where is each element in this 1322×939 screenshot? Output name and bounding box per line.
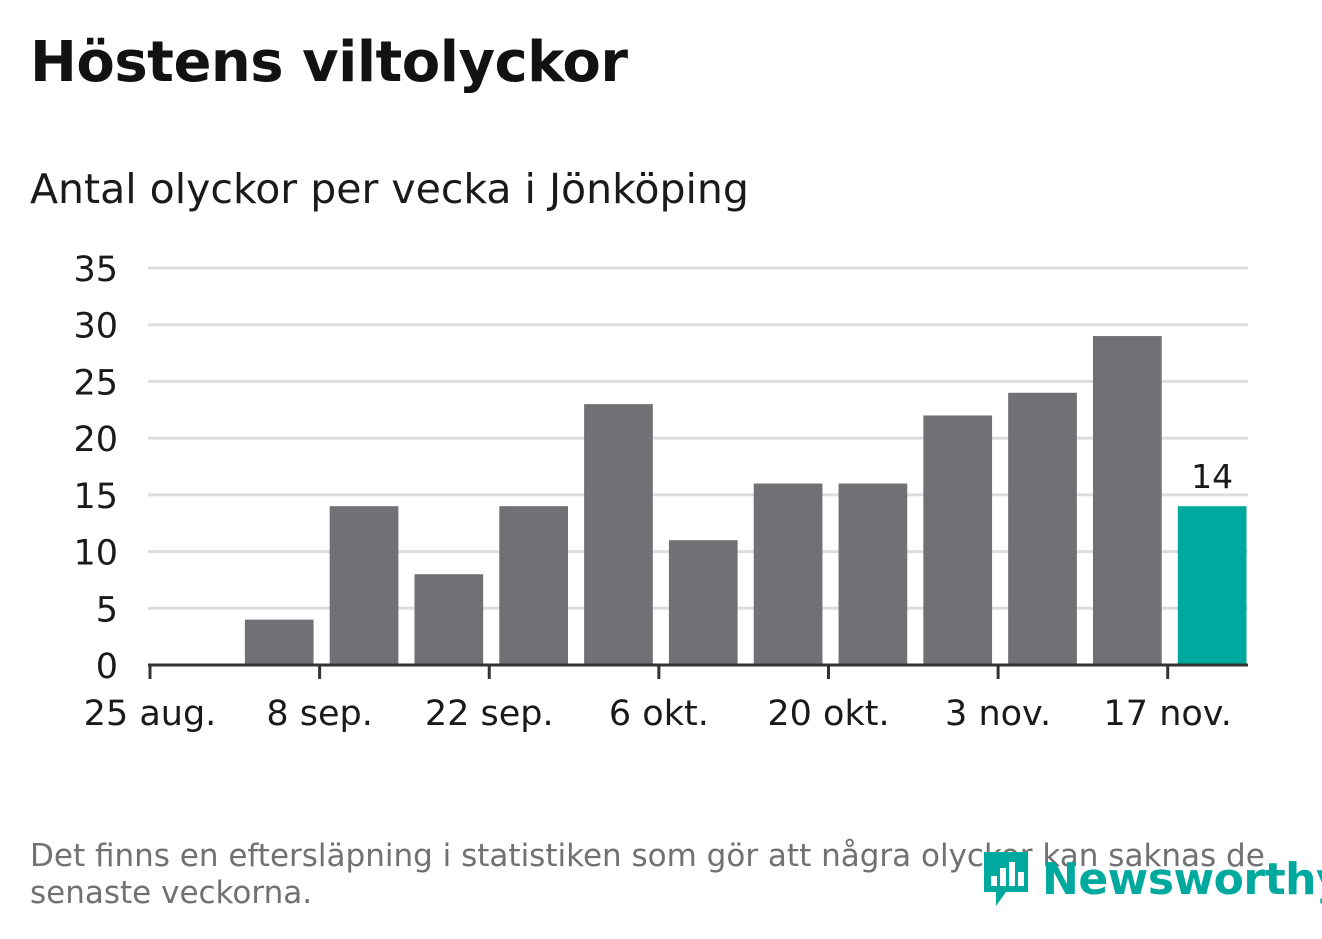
x-tick-label: 25 aug.: [84, 694, 217, 734]
y-tick-label: 30: [73, 307, 118, 347]
bar: [499, 506, 568, 665]
bar: [414, 574, 484, 665]
y-tick-label: 5: [96, 590, 118, 630]
x-tick-label: 17 nov.: [1104, 694, 1232, 734]
logo-text: Newsworthy: [1042, 853, 1322, 905]
data-label: 14: [1191, 457, 1233, 496]
data-labels: 14: [1191, 457, 1233, 496]
y-tick-label: 10: [73, 534, 118, 574]
bar: [838, 483, 908, 665]
newsworthy-logo: Newsworthy: [980, 848, 1322, 910]
footnote: Det finns en eftersläpning i statistiken…: [30, 838, 1265, 911]
bar: [668, 540, 738, 665]
bar: [1177, 506, 1247, 665]
y-tick-label: 15: [73, 477, 118, 517]
y-tick-label: 35: [73, 250, 118, 290]
y-tick-label: 0: [96, 647, 118, 687]
y-axis-ticks: 0 5 10 15 20 25 30 35: [73, 250, 118, 687]
bar: [584, 404, 653, 665]
bar: [753, 483, 823, 665]
bars: [244, 336, 1247, 665]
chart-subtitle: Antal olyckor per vecka i Jönköping: [30, 165, 749, 213]
bar: [1092, 336, 1162, 665]
x-tick-label: 20 okt.: [767, 694, 889, 734]
bar-chart-speech-bubble-icon: [984, 852, 1028, 906]
bar: [923, 415, 993, 665]
x-tick-label: 22 sep.: [425, 694, 554, 734]
bar: [1008, 392, 1077, 665]
x-tick-label: 3 nov.: [945, 694, 1051, 734]
bar: [329, 506, 399, 665]
bar: [244, 619, 314, 665]
x-tick-label: 8 sep.: [266, 694, 373, 734]
chart-title: Höstens viltolyckor: [30, 30, 628, 95]
x-tick-label: 6 okt.: [609, 694, 709, 734]
y-tick-label: 20: [73, 420, 118, 460]
y-tick-label: 25: [73, 363, 118, 403]
x-axis: 25 aug. 8 sep. 22 sep. 6 okt. 20 okt. 3 nov. 1…: [84, 663, 1248, 734]
bar-chart: 0 5 10 15 20 25 30 35 14 25 aug. 8 sep. 22 sep. 6 …: [73, 250, 1248, 734]
